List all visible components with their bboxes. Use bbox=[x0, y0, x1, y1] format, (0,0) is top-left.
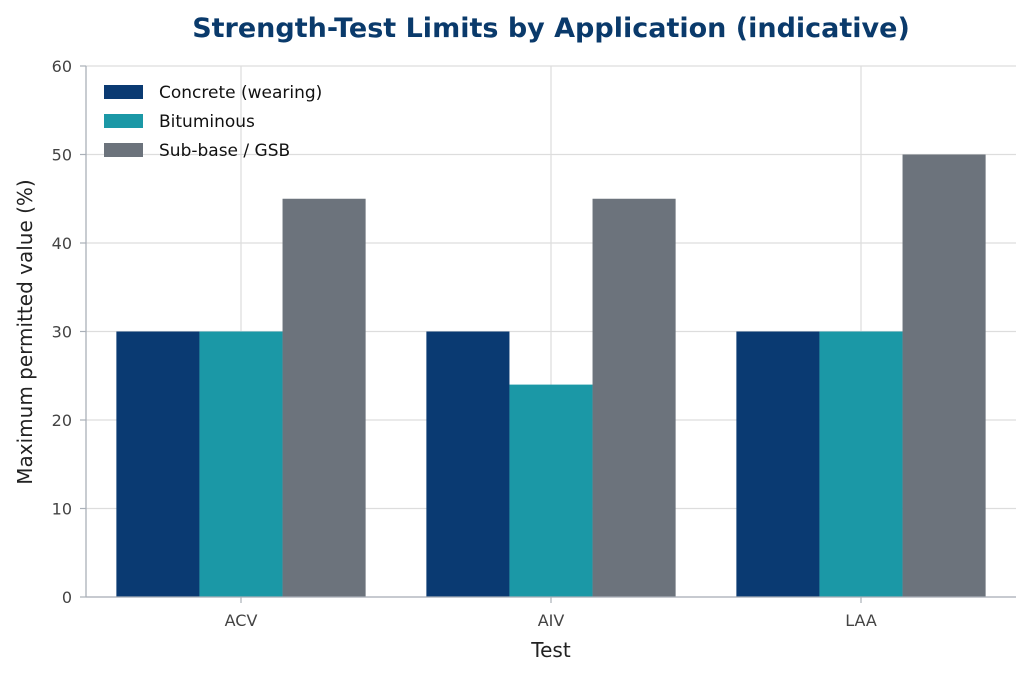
x-tick-label-acv: ACV bbox=[225, 611, 258, 630]
y-axis-label: Maximum permitted value (%) bbox=[13, 179, 37, 484]
bars bbox=[116, 154, 986, 597]
axes: 0 10 20 30 40 50 60 ACV AIV LAA bbox=[52, 57, 1016, 630]
bar-acv-1 bbox=[199, 331, 283, 597]
y-tick-label-3: 30 bbox=[52, 323, 72, 342]
bar-laa-1 bbox=[819, 331, 903, 597]
legend-label-1: Bituminous bbox=[159, 112, 255, 132]
legend: Concrete (wearing) Bituminous Sub-base / G… bbox=[104, 83, 322, 161]
legend-label-2: Sub-base / GSB bbox=[159, 141, 290, 161]
bar-aiv-0 bbox=[426, 331, 510, 597]
legend-swatch-0 bbox=[104, 85, 143, 99]
y-tick-label-1: 10 bbox=[52, 500, 72, 519]
y-tick-label-2: 20 bbox=[52, 411, 72, 430]
bar-laa-0 bbox=[736, 331, 820, 597]
y-tick-label-5: 50 bbox=[52, 146, 72, 165]
y-tick-label-4: 40 bbox=[52, 234, 72, 253]
bar-aiv-1 bbox=[509, 384, 593, 597]
chart-title: Strength-Test Limits by Application (ind… bbox=[192, 13, 910, 44]
legend-swatch-2 bbox=[104, 143, 143, 157]
legend-label-0: Concrete (wearing) bbox=[159, 83, 322, 103]
bar-acv-2 bbox=[282, 198, 366, 597]
x-tick-label-laa: LAA bbox=[845, 611, 877, 630]
bar-aiv-2 bbox=[592, 198, 676, 597]
legend-swatch-1 bbox=[104, 114, 143, 128]
y-tick-label-6: 60 bbox=[52, 57, 72, 76]
bar-laa-2 bbox=[902, 154, 986, 597]
x-axis-label: Test bbox=[530, 638, 571, 662]
bar-acv-0 bbox=[116, 331, 200, 597]
y-tick-label-0: 0 bbox=[62, 588, 72, 607]
x-tick-label-aiv: AIV bbox=[538, 611, 565, 630]
